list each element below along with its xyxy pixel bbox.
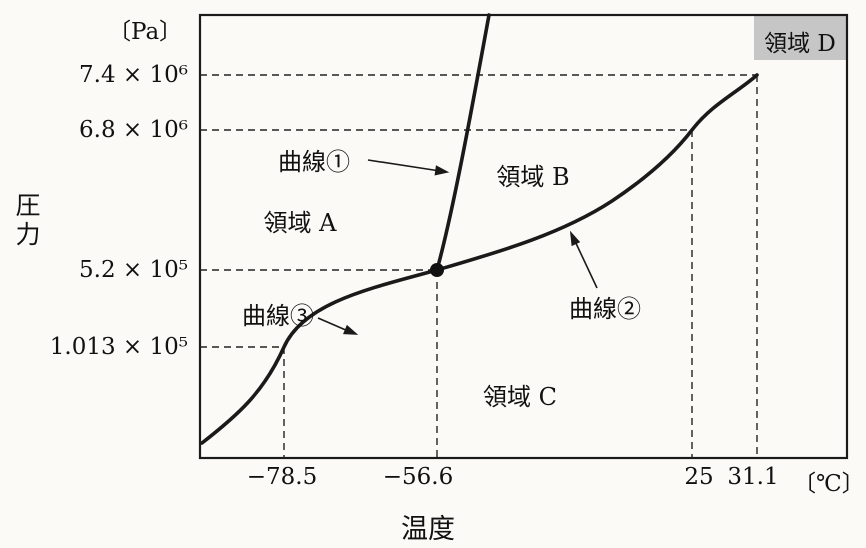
x-axis-unit: 〔℃〕	[793, 471, 865, 497]
x-tick-31.1: 31.1	[727, 464, 779, 490]
curve-1-arrow-line	[367, 159, 441, 172]
triple-point-marker	[430, 263, 444, 277]
region-d-background	[754, 16, 846, 60]
curve-3-label: 曲線③	[242, 302, 314, 330]
region-c-label: 領域 C	[483, 383, 557, 411]
y-tick-1.013e5: 1.013 × 10⁵	[49, 334, 188, 360]
curve-1-label: 曲線①	[278, 148, 350, 176]
y-axis-title: 圧力	[12, 192, 41, 250]
x-tick--56.6: −56.6	[382, 464, 454, 490]
annotation-arrows	[317, 159, 598, 335]
region-d-label: 領域 D	[764, 31, 836, 57]
curve-3-arrowhead	[343, 324, 359, 335]
y-tick-7.4e6: 7.4 × 10⁶	[79, 62, 188, 88]
curve-2-arrow-line	[573, 238, 598, 289]
region-b-label: 領域 B	[496, 163, 570, 191]
curve-2-arrowhead	[569, 230, 581, 247]
curve-3-sublimation-path	[200, 268, 439, 445]
y-tick-5.2e5: 5.2 × 10⁵	[79, 257, 188, 283]
curve-2-label: 曲線②	[569, 295, 641, 323]
region-a-label: 領域 A	[263, 209, 337, 237]
x-tick--78.5: −78.5	[246, 464, 318, 490]
x-tick-25: 25	[684, 464, 714, 490]
curve-2-vaporization-path	[435, 73, 759, 272]
curve-1-fusion-path	[435, 13, 491, 272]
plot-border	[198, 13, 849, 460]
y-axis-unit: 〔Pa〕	[108, 19, 183, 45]
x-axis-title: 温度	[401, 514, 455, 545]
y-tick-6.8e6: 6.8 × 10⁶	[79, 117, 188, 143]
curve-3-arrow-line	[317, 317, 349, 332]
phase-boundary-curves	[200, 13, 759, 445]
curve-1-arrowhead	[434, 165, 450, 176]
